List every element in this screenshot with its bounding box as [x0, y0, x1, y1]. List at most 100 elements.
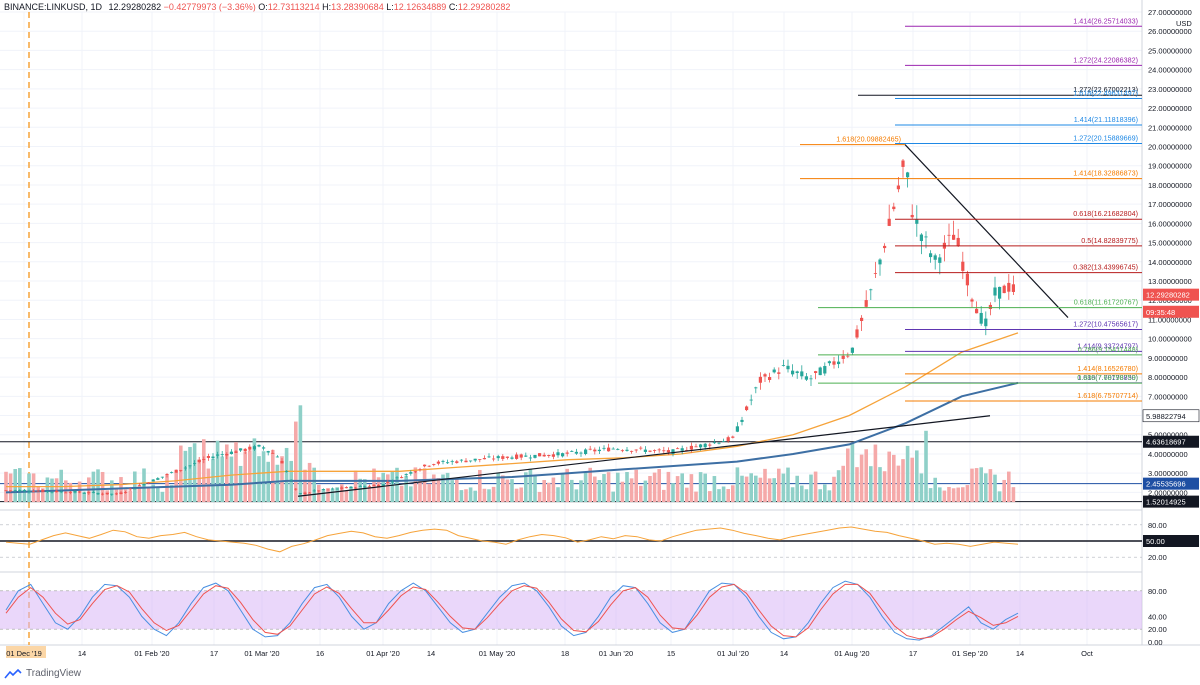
candle-body — [607, 447, 611, 452]
candle-body — [901, 160, 905, 167]
candle-body — [864, 300, 868, 307]
volume-bar — [41, 488, 45, 502]
fib-level-label: 0.5(14.82839775) — [1081, 236, 1138, 245]
volume-bar — [496, 472, 500, 502]
candle-body — [455, 461, 459, 463]
time-tick-label: 17 — [909, 649, 917, 658]
moving-average-line — [5, 381, 1019, 494]
candle-body — [1002, 285, 1006, 294]
price-tick-label: 25.00000000 — [1148, 46, 1192, 55]
volume-bar — [482, 488, 487, 502]
candle-body — [855, 329, 859, 338]
candle-body — [377, 485, 381, 487]
volume-bar — [685, 487, 689, 502]
candle-body — [193, 463, 197, 464]
volume-bar — [427, 483, 431, 502]
volume-bar — [303, 469, 307, 502]
candle-body — [666, 450, 670, 453]
volume-bar — [225, 444, 229, 502]
volume-bar — [413, 467, 418, 502]
volume-bar — [381, 472, 385, 502]
time-axis[interactable]: 01 Dec '19 14 01 Feb '20 17 01 Mar '20 16 01 A… — [6, 646, 1094, 658]
time-tick-label: 14 — [780, 649, 788, 658]
candle-body — [795, 371, 799, 374]
candle-body — [59, 491, 63, 493]
volume-bar — [31, 473, 36, 502]
candle-body — [887, 218, 891, 226]
candle-body — [929, 253, 933, 258]
volume-bar — [777, 468, 781, 502]
price-tick-label: 4.00000000 — [1148, 450, 1188, 459]
price-axis[interactable]: 27.00000000 26.00000000 25.00000000 24.0000… — [1142, 8, 1200, 508]
candle-body — [988, 304, 992, 310]
volume-bar — [749, 473, 753, 502]
candle-body — [317, 490, 321, 492]
volume-bar — [754, 475, 758, 502]
volume-bar — [855, 467, 859, 502]
brand-label[interactable]: TradingView — [26, 668, 82, 679]
time-tick-label: 14 — [1016, 649, 1024, 658]
candle-body — [850, 347, 854, 353]
candle-body — [961, 261, 965, 271]
volume-bar — [570, 479, 574, 502]
fib-level-label: 0.618(11.61720767) — [1074, 298, 1138, 307]
fib-level-label: 0.382(13.43996745) — [1073, 263, 1138, 272]
footer: TradingView — [4, 668, 81, 679]
volume-bar — [330, 489, 335, 502]
volume-bar — [119, 477, 123, 502]
candle-body — [657, 449, 661, 451]
volume-bar — [597, 480, 602, 502]
volume-bar — [261, 451, 266, 502]
chart-canvas[interactable]: 1.414(26.25714033) 1.272(24.22086382) 1.27… — [0, 0, 1200, 665]
candle-body — [234, 451, 238, 453]
volume-bar — [133, 471, 137, 502]
candle-body — [423, 464, 427, 467]
candle-body — [119, 492, 123, 494]
candle-body — [13, 490, 17, 492]
candle-body — [239, 448, 243, 451]
volume-bar — [478, 469, 482, 502]
time-tick-label: 17 — [210, 649, 218, 658]
fib-drawings[interactable]: 1.414(26.25714033) 1.272(24.22086382) 1.27… — [297, 16, 1142, 497]
candle-body — [211, 456, 215, 459]
candle-body — [459, 459, 463, 461]
volume-bar — [818, 489, 822, 502]
candle-body — [331, 488, 335, 490]
last-price: 12.29280282 — [108, 2, 162, 12]
volume-bar — [312, 467, 316, 502]
volume-bar — [307, 462, 312, 502]
candle-body — [473, 458, 477, 461]
volume-bar — [436, 478, 441, 502]
volume-bar — [326, 488, 330, 502]
volume-bar — [928, 488, 933, 502]
price-tick-label: 26.00000000 — [1148, 27, 1192, 36]
candle-body — [910, 214, 914, 218]
candle-body — [827, 361, 831, 364]
volume-bar — [137, 485, 142, 502]
candle-body — [745, 406, 749, 411]
time-tick-label: 01 May '20 — [479, 649, 515, 658]
candle-body — [1007, 282, 1011, 292]
candle-body — [938, 257, 942, 263]
candle-body — [717, 442, 721, 444]
volume-bar — [675, 476, 680, 502]
rsi-line — [5, 526, 1019, 553]
volume-bar — [367, 486, 372, 502]
grid-lines — [0, 0, 1200, 646]
candle-body — [542, 454, 546, 457]
candle-body — [924, 236, 928, 238]
symbol-label[interactable]: BINANCE:LINKUSD, 1D — [4, 2, 103, 12]
candle-body — [758, 376, 762, 383]
candle-body — [763, 374, 767, 377]
volume-bar — [160, 491, 165, 502]
volume-bar — [294, 421, 298, 502]
price-tag-label: 1.52014925 — [1146, 498, 1186, 507]
candle-body — [597, 449, 601, 452]
volume-bar — [643, 480, 648, 502]
candle-body — [165, 474, 169, 475]
volume-bar — [657, 469, 661, 502]
candle-body — [225, 453, 229, 456]
volume-bar — [938, 487, 942, 502]
stoch-pane: 80.00 40.00 20.00 0.00 — [0, 580, 1167, 647]
candle-body — [487, 456, 491, 458]
